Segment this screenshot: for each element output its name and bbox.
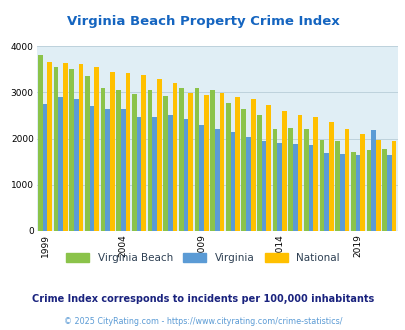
Bar	[250, 99, 255, 231]
Bar	[303, 129, 308, 231]
Bar	[281, 111, 286, 231]
Bar	[277, 143, 281, 231]
Bar	[47, 62, 52, 231]
Bar	[105, 109, 110, 231]
Bar	[69, 69, 74, 231]
Bar	[225, 103, 230, 231]
Bar	[328, 122, 333, 231]
Bar	[292, 144, 297, 231]
Bar	[214, 129, 219, 231]
Bar	[266, 105, 271, 231]
Legend: Virginia Beach, Virginia, National: Virginia Beach, Virginia, National	[62, 248, 343, 267]
Bar	[386, 155, 391, 231]
Bar	[256, 115, 261, 231]
Bar	[63, 63, 68, 231]
Bar	[110, 72, 115, 231]
Bar	[272, 129, 277, 231]
Bar	[355, 155, 360, 231]
Bar	[203, 95, 208, 231]
Bar	[152, 117, 157, 231]
Bar	[324, 153, 328, 231]
Bar	[168, 115, 172, 231]
Bar	[319, 140, 324, 231]
Bar	[313, 117, 318, 231]
Bar	[126, 73, 130, 231]
Text: © 2025 CityRating.com - https://www.cityrating.com/crime-statistics/: © 2025 CityRating.com - https://www.city…	[64, 317, 341, 326]
Bar	[335, 141, 339, 231]
Bar	[391, 141, 395, 231]
Bar	[100, 88, 105, 231]
Bar	[210, 90, 214, 231]
Bar	[234, 97, 239, 231]
Bar	[241, 109, 245, 231]
Bar	[288, 128, 292, 231]
Bar	[43, 104, 47, 231]
Bar	[297, 115, 302, 231]
Bar	[116, 90, 121, 231]
Bar	[121, 110, 126, 231]
Bar	[350, 152, 355, 231]
Bar	[360, 134, 364, 231]
Bar	[339, 154, 344, 231]
Bar	[172, 83, 177, 231]
Bar	[136, 117, 141, 231]
Bar	[147, 90, 152, 231]
Bar	[157, 79, 161, 231]
Bar	[219, 93, 224, 231]
Bar	[79, 64, 83, 231]
Bar	[132, 94, 136, 231]
Bar	[199, 125, 203, 231]
Bar	[344, 129, 349, 231]
Text: Crime Index corresponds to incidents per 100,000 inhabitants: Crime Index corresponds to incidents per…	[32, 294, 373, 304]
Bar	[90, 106, 94, 231]
Bar	[371, 130, 375, 231]
Bar	[230, 132, 234, 231]
Bar	[188, 93, 192, 231]
Bar	[38, 55, 43, 231]
Bar	[194, 88, 199, 231]
Bar	[245, 137, 250, 231]
Bar	[308, 145, 313, 231]
Bar	[375, 141, 380, 231]
Bar	[381, 149, 386, 231]
Bar	[58, 97, 63, 231]
Bar	[53, 67, 58, 231]
Bar	[85, 76, 90, 231]
Bar	[366, 150, 371, 231]
Bar	[183, 119, 188, 231]
Bar	[74, 99, 79, 231]
Bar	[179, 88, 183, 231]
Bar	[94, 67, 99, 231]
Bar	[141, 75, 146, 231]
Bar	[261, 141, 266, 231]
Bar	[163, 96, 168, 231]
Text: Virginia Beach Property Crime Index: Virginia Beach Property Crime Index	[66, 15, 339, 28]
